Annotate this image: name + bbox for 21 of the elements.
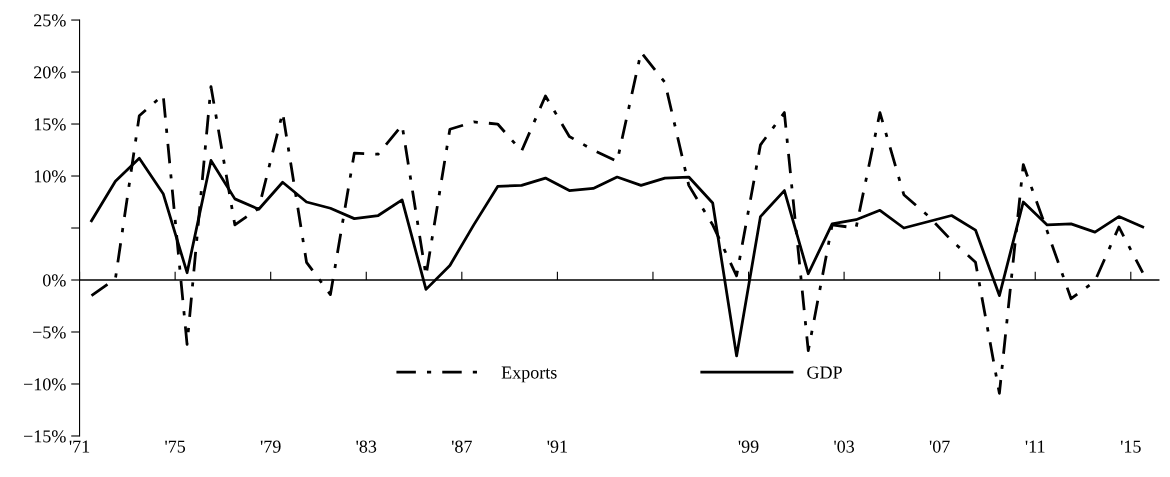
legend-label: GDP (807, 366, 842, 379)
x-tick-label: '91 (547, 440, 567, 453)
x-tick-label: '03 (834, 440, 855, 453)
legend-label: Exports (501, 366, 557, 383)
y-tick-label: −15% (23, 430, 66, 443)
x-tick-label: '75 (165, 440, 186, 453)
x-tick-label: '07 (929, 440, 950, 453)
x-tick-label: '87 (451, 440, 472, 453)
y-tick-label: −10% (23, 378, 66, 391)
x-tick-label: '11 (1025, 440, 1045, 453)
x-tick-label: '15 (1120, 440, 1141, 453)
y-tick-label: 20% (34, 66, 66, 79)
x-tick-label: '83 (356, 440, 377, 453)
x-tick-label: '99 (738, 440, 759, 453)
y-tick-label: −5% (33, 326, 66, 339)
x-tick-label: '71 (69, 440, 90, 453)
y-tick-label: 25% (34, 14, 66, 27)
y-tick-label: 0% (42, 274, 66, 287)
x-tick-label: '79 (260, 440, 281, 453)
y-tick-label: 15% (34, 118, 66, 131)
y-tick-label: 10% (34, 170, 66, 183)
